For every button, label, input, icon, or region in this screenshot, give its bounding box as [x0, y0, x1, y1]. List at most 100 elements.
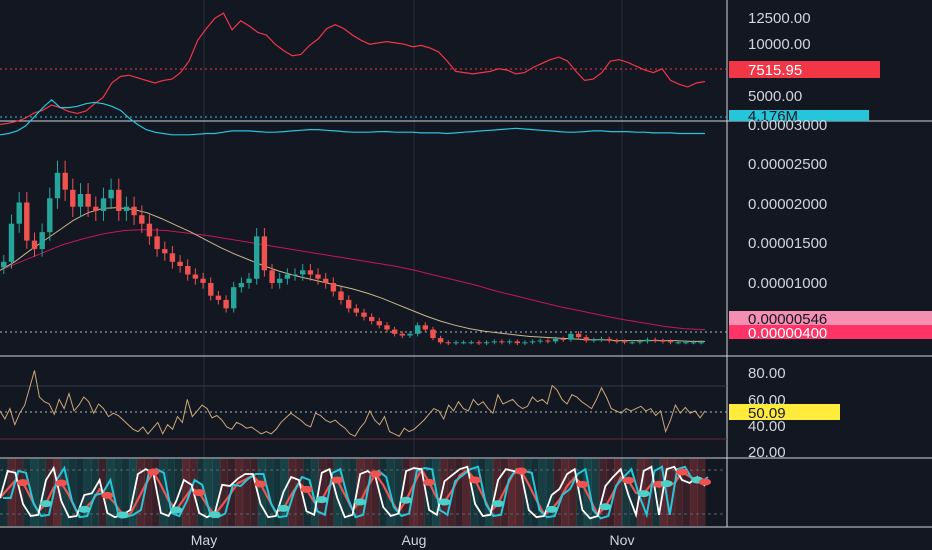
candle-body	[476, 342, 482, 344]
candle-body	[200, 278, 206, 283]
candle-body	[346, 299, 352, 309]
candle-body	[192, 274, 199, 279]
candle-body	[644, 339, 651, 342]
stochastic-bg-column	[682, 459, 691, 526]
candle-body	[1, 261, 7, 268]
stochastic-bg-column	[144, 459, 153, 526]
stochastic-cross-dot	[116, 511, 129, 519]
candle-body	[292, 274, 298, 276]
candle-body	[583, 337, 589, 341]
y-tick-label: 12500.00	[748, 10, 811, 27]
candle-body	[415, 325, 421, 334]
pane-separators	[0, 0, 932, 528]
y-tick-label: 0.00002500	[748, 156, 827, 173]
stochastic-bg-column	[401, 459, 410, 526]
stochastic-bg-column	[553, 459, 562, 526]
top-pane	[0, 12, 727, 136]
stochastic-bg-column	[265, 459, 274, 526]
stochastic-bg-column	[204, 459, 213, 526]
candle-body	[116, 189, 122, 211]
candle-body	[62, 172, 68, 190]
stochastic-bg-column	[45, 459, 54, 526]
stochastic-cross-dot	[400, 496, 413, 504]
stochastic-cross-dot	[599, 503, 612, 511]
stochastic-bg-column	[485, 459, 494, 526]
stochastic-bg-column	[326, 459, 335, 526]
stochastic-cross-dot	[469, 476, 482, 484]
candle-body	[169, 253, 176, 262]
price-tag-btc-text: 7515.95	[748, 62, 802, 79]
candle-body	[77, 194, 84, 207]
stochastic-bg-column	[356, 459, 365, 526]
candle-body	[445, 342, 451, 344]
stochastic-bg-column	[333, 459, 342, 526]
candle-body	[652, 339, 658, 341]
stochastic-bg-column	[22, 459, 31, 526]
stochastic-cross-dots	[17, 467, 711, 519]
stochastic-cross-dot	[78, 505, 91, 513]
stochastic-bg-column	[128, 459, 138, 526]
candle-body	[284, 274, 291, 279]
stochastic-cross-dot	[254, 480, 267, 488]
stochastic-bg-column	[379, 459, 388, 526]
stochastic-bg-column	[91, 459, 100, 526]
candle-body	[522, 342, 528, 344]
price-tag-btc-bg	[729, 61, 880, 78]
price-tag-rsi-text: 50.09	[748, 405, 786, 422]
candle-body	[238, 283, 245, 288]
stochastic-bg-column	[454, 459, 463, 526]
candle-body	[70, 189, 76, 207]
candle-body	[223, 299, 229, 309]
candle-body	[246, 278, 252, 283]
stochastic-bg-column	[621, 459, 630, 526]
candle-body	[376, 321, 382, 326]
candle-body	[162, 249, 168, 254]
stochastic-cross-dot	[17, 479, 29, 487]
rsi-line	[0, 370, 706, 437]
candle-body	[468, 342, 474, 344]
candle-body	[606, 338, 612, 341]
stochastic-bg-column	[60, 459, 69, 526]
stochastic-bg-column	[257, 459, 266, 526]
stochastic-bg-column	[371, 459, 380, 526]
candle-body	[215, 295, 222, 300]
stochastic-cross-dot	[315, 496, 328, 504]
candle-body	[254, 236, 260, 279]
stochastic-bg-column	[689, 459, 698, 526]
stochastic-cross-dot	[369, 470, 382, 478]
x-tick-label: Aug	[402, 532, 427, 548]
candle-body	[8, 223, 15, 262]
stochastic-bg-column	[181, 459, 191, 526]
stochastic-cross-dot	[622, 476, 635, 484]
stochastic-cross-dot	[637, 490, 650, 498]
stochastic-cross-dot	[354, 498, 367, 506]
stochastic-cross-dot	[492, 500, 505, 508]
candle-body	[47, 198, 53, 233]
candle-body	[108, 189, 114, 199]
candle-body	[598, 338, 605, 340]
candle-body	[185, 266, 191, 275]
stochastic-bg-column	[348, 459, 357, 526]
stochastic-bg-column	[83, 459, 92, 526]
candle-body	[675, 342, 681, 344]
stochastic-bg-column	[75, 459, 84, 526]
stochastic-bg-column	[68, 459, 77, 526]
stochastic-cross-dot	[576, 480, 589, 488]
stochastic-bg-column	[121, 459, 130, 526]
candle-body	[667, 341, 674, 343]
stochastic-bg-column	[523, 459, 532, 526]
y-tick-label: 0.00002000	[748, 196, 827, 213]
stochastic-bg-column	[538, 459, 547, 526]
y-tick-label: 0.00003000	[748, 117, 827, 134]
candle-body	[437, 338, 444, 343]
price-axis-top: 12500.00 10000.00 5000.00	[748, 10, 811, 105]
stochastic-bg-column	[697, 459, 706, 526]
candle-body	[154, 236, 160, 250]
candle-body	[575, 333, 582, 338]
stochastic-cross-dot	[300, 485, 313, 493]
stochastic-cross-dot	[699, 478, 711, 486]
stochastic-bg-column	[235, 459, 244, 526]
candle-body	[392, 329, 398, 334]
stochastic-bg-column	[606, 459, 615, 526]
